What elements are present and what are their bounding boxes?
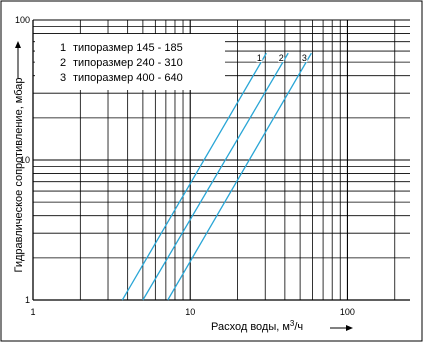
x-tick-label: 1 (30, 307, 35, 317)
series-line-2 (142, 52, 289, 301)
x-tick-label: 100 (340, 307, 355, 317)
legend-text-1: типоразмер 145 - 185 (73, 42, 183, 54)
legend-text-3: типоразмер 400 - 640 (73, 72, 183, 84)
series-line-3 (167, 52, 312, 301)
legend-number-2: 2 (60, 57, 66, 69)
legend: 1 типоразмер 145 - 185 2 типоразмер 240 - 3… (35, 34, 225, 90)
y-axis-label: Гидравлическое сопротивление, мбар (13, 77, 25, 272)
y-tick-label: 10 (20, 155, 30, 165)
series-label-bg (278, 53, 285, 63)
y-tick-label: 100 (15, 15, 30, 25)
legend-number-3: 3 (60, 72, 66, 84)
series-line-1 (121, 52, 267, 301)
series-label-bg (301, 53, 308, 63)
series-label-2: 2 (279, 53, 284, 63)
tick-labels: 1 10 100 1 10 100 (15, 15, 355, 317)
series-lines: 1 2 3 (121, 52, 312, 301)
x-axis-arrowhead (346, 325, 353, 331)
legend-background (35, 34, 225, 90)
series-label-bg (256, 53, 263, 63)
legend-number-1: 1 (60, 42, 66, 54)
x-axis-label-part: /ч (294, 321, 303, 333)
legend-text-2: типоразмер 240 - 310 (73, 57, 183, 69)
y-tick-label: 1 (25, 295, 30, 305)
series-label-3: 3 (302, 53, 307, 63)
x-axis-label: Расход воды, м3/ч (211, 319, 303, 334)
x-axis-label-superscript: 3 (290, 319, 295, 328)
series-label-1: 1 (257, 53, 262, 63)
x-axis-label-part: Расход воды, м (211, 321, 290, 333)
x-tick-label: 10 (185, 307, 195, 317)
y-axis-arrowhead (15, 41, 21, 48)
